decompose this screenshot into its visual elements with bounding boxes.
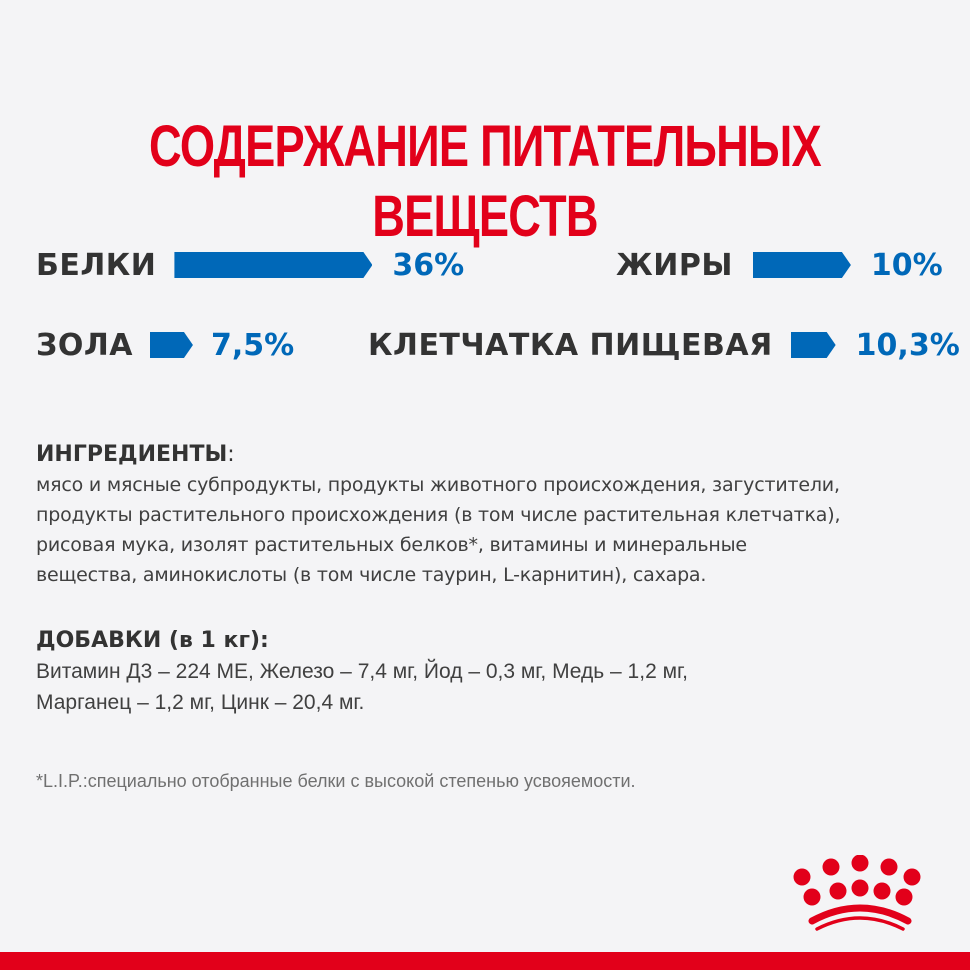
nutrient-label: ЖИРЫ	[616, 247, 733, 283]
ingredients-colon: :	[227, 442, 235, 467]
nutrient-bar	[753, 252, 851, 278]
nutrient-bar	[174, 252, 372, 278]
ingredients-heading-text: ИНГРЕДИЕНТЫ	[36, 442, 228, 467]
nutrient-bar	[791, 332, 836, 358]
nutrient-ash: ЗОЛА 7,5%	[36, 325, 294, 365]
nutrient-label: БЕЛКИ	[36, 247, 157, 283]
ingredients-section: ИНГРЕДИЕНТЫ: мясо и мясные субпродукты, …	[36, 440, 956, 590]
nutrient-bar	[150, 332, 193, 358]
crown-icon	[792, 854, 922, 935]
additives-section: ДОБАВКИ (в 1 кг): Витамин Д3 – 224 МЕ, Ж…	[36, 626, 956, 718]
additives-line: Витамин Д3 – 224 МЕ, Железо – 7,4 мг, Йо…	[36, 660, 688, 683]
page-title: СОДЕРЖАНИЕ ПИТАТЕЛЬНЫХ ВЕЩЕСТВ	[149, 114, 822, 249]
nutrient-fiber: КЛЕТЧАТКА ПИЩЕВАЯ 10,3%	[368, 325, 960, 365]
nutrient-protein: БЕЛКИ 36%	[36, 245, 464, 285]
ingredients-line: продукты растительного происхождения (в …	[36, 504, 841, 526]
ingredients-line: вещества, аминокислоты (в том числе таур…	[36, 564, 707, 586]
nutrient-value: 36%	[392, 247, 465, 283]
ingredients-line: мясо и мясные субпродукты, продукты живо…	[36, 474, 840, 496]
ingredients-heading: ИНГРЕДИЕНТЫ:	[36, 440, 956, 470]
footnote: *L.I.P.:специально отобранные белки с вы…	[36, 771, 636, 791]
additives-heading: ДОБАВКИ (в 1 кг):	[36, 628, 269, 653]
nutrient-fat: ЖИРЫ 10%	[616, 245, 943, 285]
nutrient-value: 10,3%	[855, 327, 960, 363]
ingredients-text: мясо и мясные субпродукты, продукты живо…	[36, 470, 956, 590]
nutrient-label: КЛЕТЧАТКА ПИЩЕВАЯ	[368, 327, 773, 363]
nutrient-value: 10%	[870, 247, 943, 283]
additives-line: Марганец – 1,2 мг, Цинк – 20,4 мг.	[36, 691, 365, 714]
nutrient-value: 7,5%	[210, 327, 295, 363]
ingredients-line: рисовая мука, изолят растительных белков…	[36, 534, 747, 556]
nutrient-label: ЗОЛА	[36, 327, 133, 363]
bottom-brand-bar	[0, 952, 970, 970]
additives-text: Витамин Д3 – 224 МЕ, Железо – 7,4 мг, Йо…	[36, 656, 956, 718]
